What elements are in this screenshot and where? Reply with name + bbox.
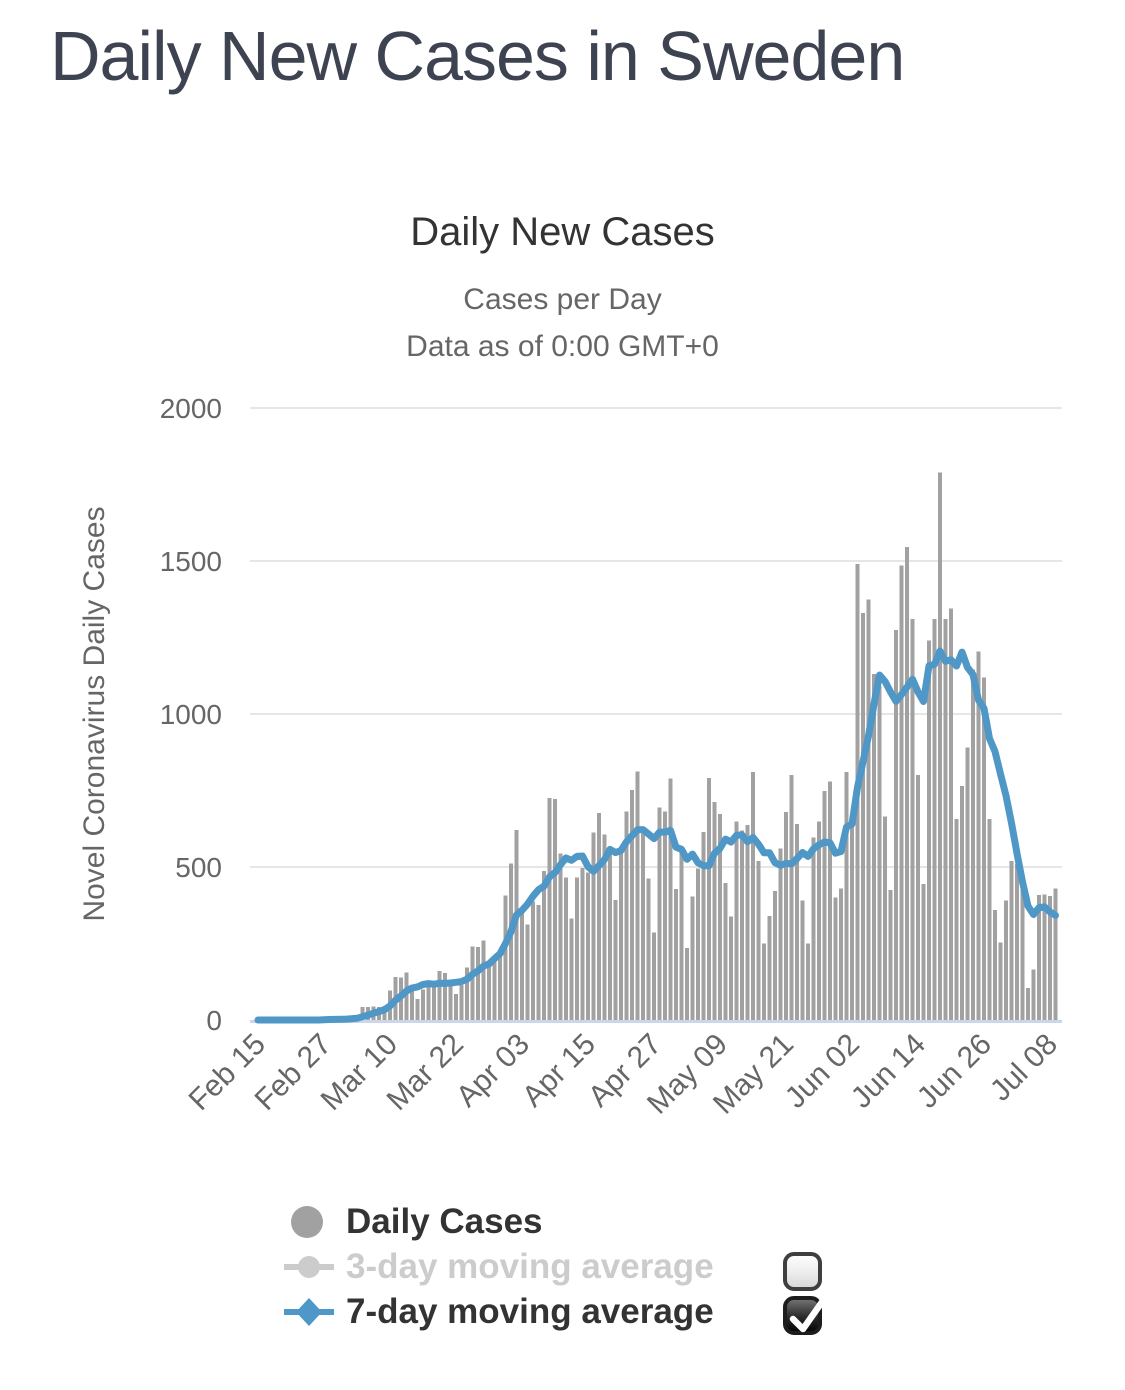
legend-item-3-day-moving-average[interactable]: 3-day moving average [283, 1244, 714, 1289]
x-tick-label: Apr 15 [516, 1028, 602, 1114]
x-tick-label: Jul 08 [984, 1028, 1064, 1108]
chart-subtitle: Cases per Day [463, 283, 662, 316]
x-tick-label: Jun 14 [845, 1028, 932, 1115]
checkbox-7-day-moving-average[interactable] [783, 1296, 826, 1335]
legend-item-daily-cases[interactable]: Daily Cases [283, 1199, 714, 1244]
page-title: Daily New Cases in Sweden [50, 17, 905, 95]
legend-label-7-day-moving-average: 7-day moving average [346, 1291, 714, 1331]
legend-checkbox-column [783, 1252, 826, 1335]
checkbox-3-day-moving-average[interactable] [783, 1252, 822, 1291]
7-day-average-marker-icon [284, 1297, 334, 1326]
chart-legend: Daily Cases 3-day moving average 7-day m… [283, 1199, 714, 1334]
3-day-average-marker-icon [284, 1255, 334, 1278]
y-tick-label: 1000 [160, 699, 222, 730]
legend-label-daily-cases: Daily Cases [346, 1201, 543, 1241]
chart-plot-area[interactable]: 0 500 1000 1500 2000 Novel Coronavirus Daily … [0, 385, 1125, 1175]
chart-title: Daily New Cases [410, 210, 715, 254]
legend-label-3-day-moving-average: 3-day moving average [346, 1246, 714, 1286]
daily-cases-marker-icon [291, 1205, 323, 1238]
legend-item-7-day-moving-average[interactable]: 7-day moving average [283, 1289, 714, 1334]
daily-cases-bars[interactable] [316, 472, 1058, 1021]
x-tick-label: Jun 26 [911, 1028, 998, 1115]
chart-data-as-of: Data as of 0:00 GMT+0 [406, 330, 719, 363]
y-tick-label: 1500 [160, 546, 222, 577]
x-tick-label: Apr 03 [450, 1028, 536, 1114]
y-tick-label: 0 [206, 1005, 222, 1036]
x-tick-label: Jun 02 [779, 1028, 866, 1115]
7-day-moving-average-line[interactable] [254, 647, 1059, 1024]
y-tick-label: 500 [175, 852, 222, 883]
y-axis-title: Novel Coronavirus Daily Cases [78, 506, 111, 921]
y-tick-label: 2000 [160, 393, 222, 424]
checkmark-icon [789, 1298, 826, 1333]
